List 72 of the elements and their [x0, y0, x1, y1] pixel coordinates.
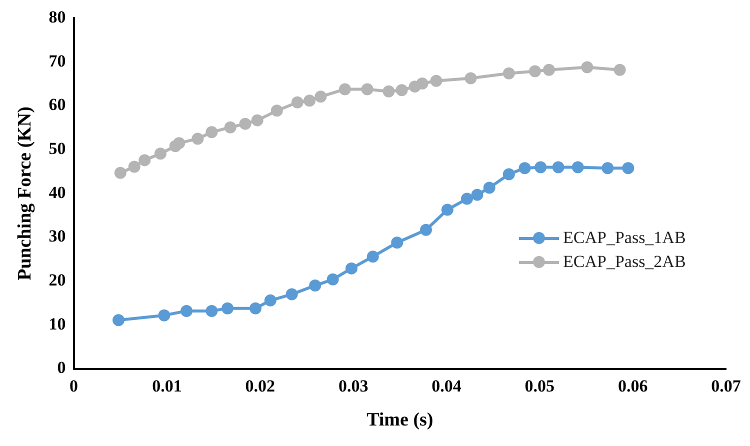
point — [542, 64, 555, 76]
y-tick-label: 50 — [48, 139, 66, 158]
y-tick-label: 10 — [48, 314, 66, 334]
point — [464, 72, 477, 84]
point — [581, 61, 594, 74]
point — [614, 64, 626, 76]
y-axis-title: Punching Force (KN) — [14, 106, 36, 280]
x-tick-label: 0.06 — [618, 376, 648, 396]
x-tick-label: 0.02 — [245, 376, 276, 396]
point — [361, 83, 374, 96]
legend-label: ECAP_Pass_1AB — [563, 228, 686, 248]
point — [534, 161, 547, 174]
point — [286, 288, 298, 300]
point — [180, 304, 193, 317]
y-tick-label: 80 — [48, 8, 66, 27]
point — [249, 302, 262, 314]
point — [420, 224, 432, 236]
legend-label: ECAP_Pass_2AB — [563, 252, 686, 272]
point — [158, 309, 170, 322]
point — [192, 132, 204, 145]
x-tick-label: 0.03 — [338, 376, 368, 396]
point — [239, 118, 252, 130]
point — [382, 85, 395, 98]
x-tick-label: 0.07 — [711, 376, 742, 396]
point — [338, 83, 351, 96]
point — [602, 162, 614, 174]
point — [154, 148, 166, 160]
point — [345, 262, 358, 274]
x-tick-label: 0.04 — [432, 376, 462, 396]
point — [622, 162, 634, 174]
y-tick-label: 40 — [48, 182, 66, 202]
point — [430, 74, 442, 87]
x-tick-label: 0 — [70, 376, 78, 396]
y-tick-label: 70 — [48, 51, 66, 70]
point — [326, 273, 339, 286]
point — [291, 96, 304, 108]
point — [251, 114, 264, 126]
point — [441, 204, 454, 216]
point — [502, 67, 515, 80]
point — [471, 188, 484, 201]
x-axis-title: Time (s) — [366, 410, 434, 431]
point — [391, 236, 404, 249]
point — [416, 78, 428, 90]
point — [173, 137, 186, 150]
point — [572, 161, 584, 174]
point — [309, 280, 322, 292]
point — [224, 121, 236, 134]
y-tick-label: 30 — [48, 226, 66, 246]
point — [396, 84, 408, 96]
y-tick-label: 60 — [48, 95, 66, 114]
point — [314, 90, 327, 103]
point — [366, 250, 379, 263]
point — [112, 314, 125, 326]
y-tick-label: 0 — [57, 358, 66, 378]
point — [222, 302, 234, 314]
point — [270, 104, 283, 117]
point — [304, 94, 316, 107]
point — [529, 65, 541, 78]
point — [483, 182, 496, 194]
point — [206, 126, 218, 138]
point — [552, 161, 564, 174]
point — [460, 192, 473, 205]
point — [114, 166, 126, 179]
point — [138, 154, 151, 166]
x-tick-label: 0.01 — [152, 376, 182, 396]
point — [128, 160, 140, 173]
point — [518, 162, 531, 174]
point — [502, 168, 515, 180]
x-tick-label: 0.05 — [524, 376, 555, 396]
point — [206, 304, 218, 317]
y-tick-label: 20 — [48, 270, 66, 290]
point — [264, 294, 276, 306]
